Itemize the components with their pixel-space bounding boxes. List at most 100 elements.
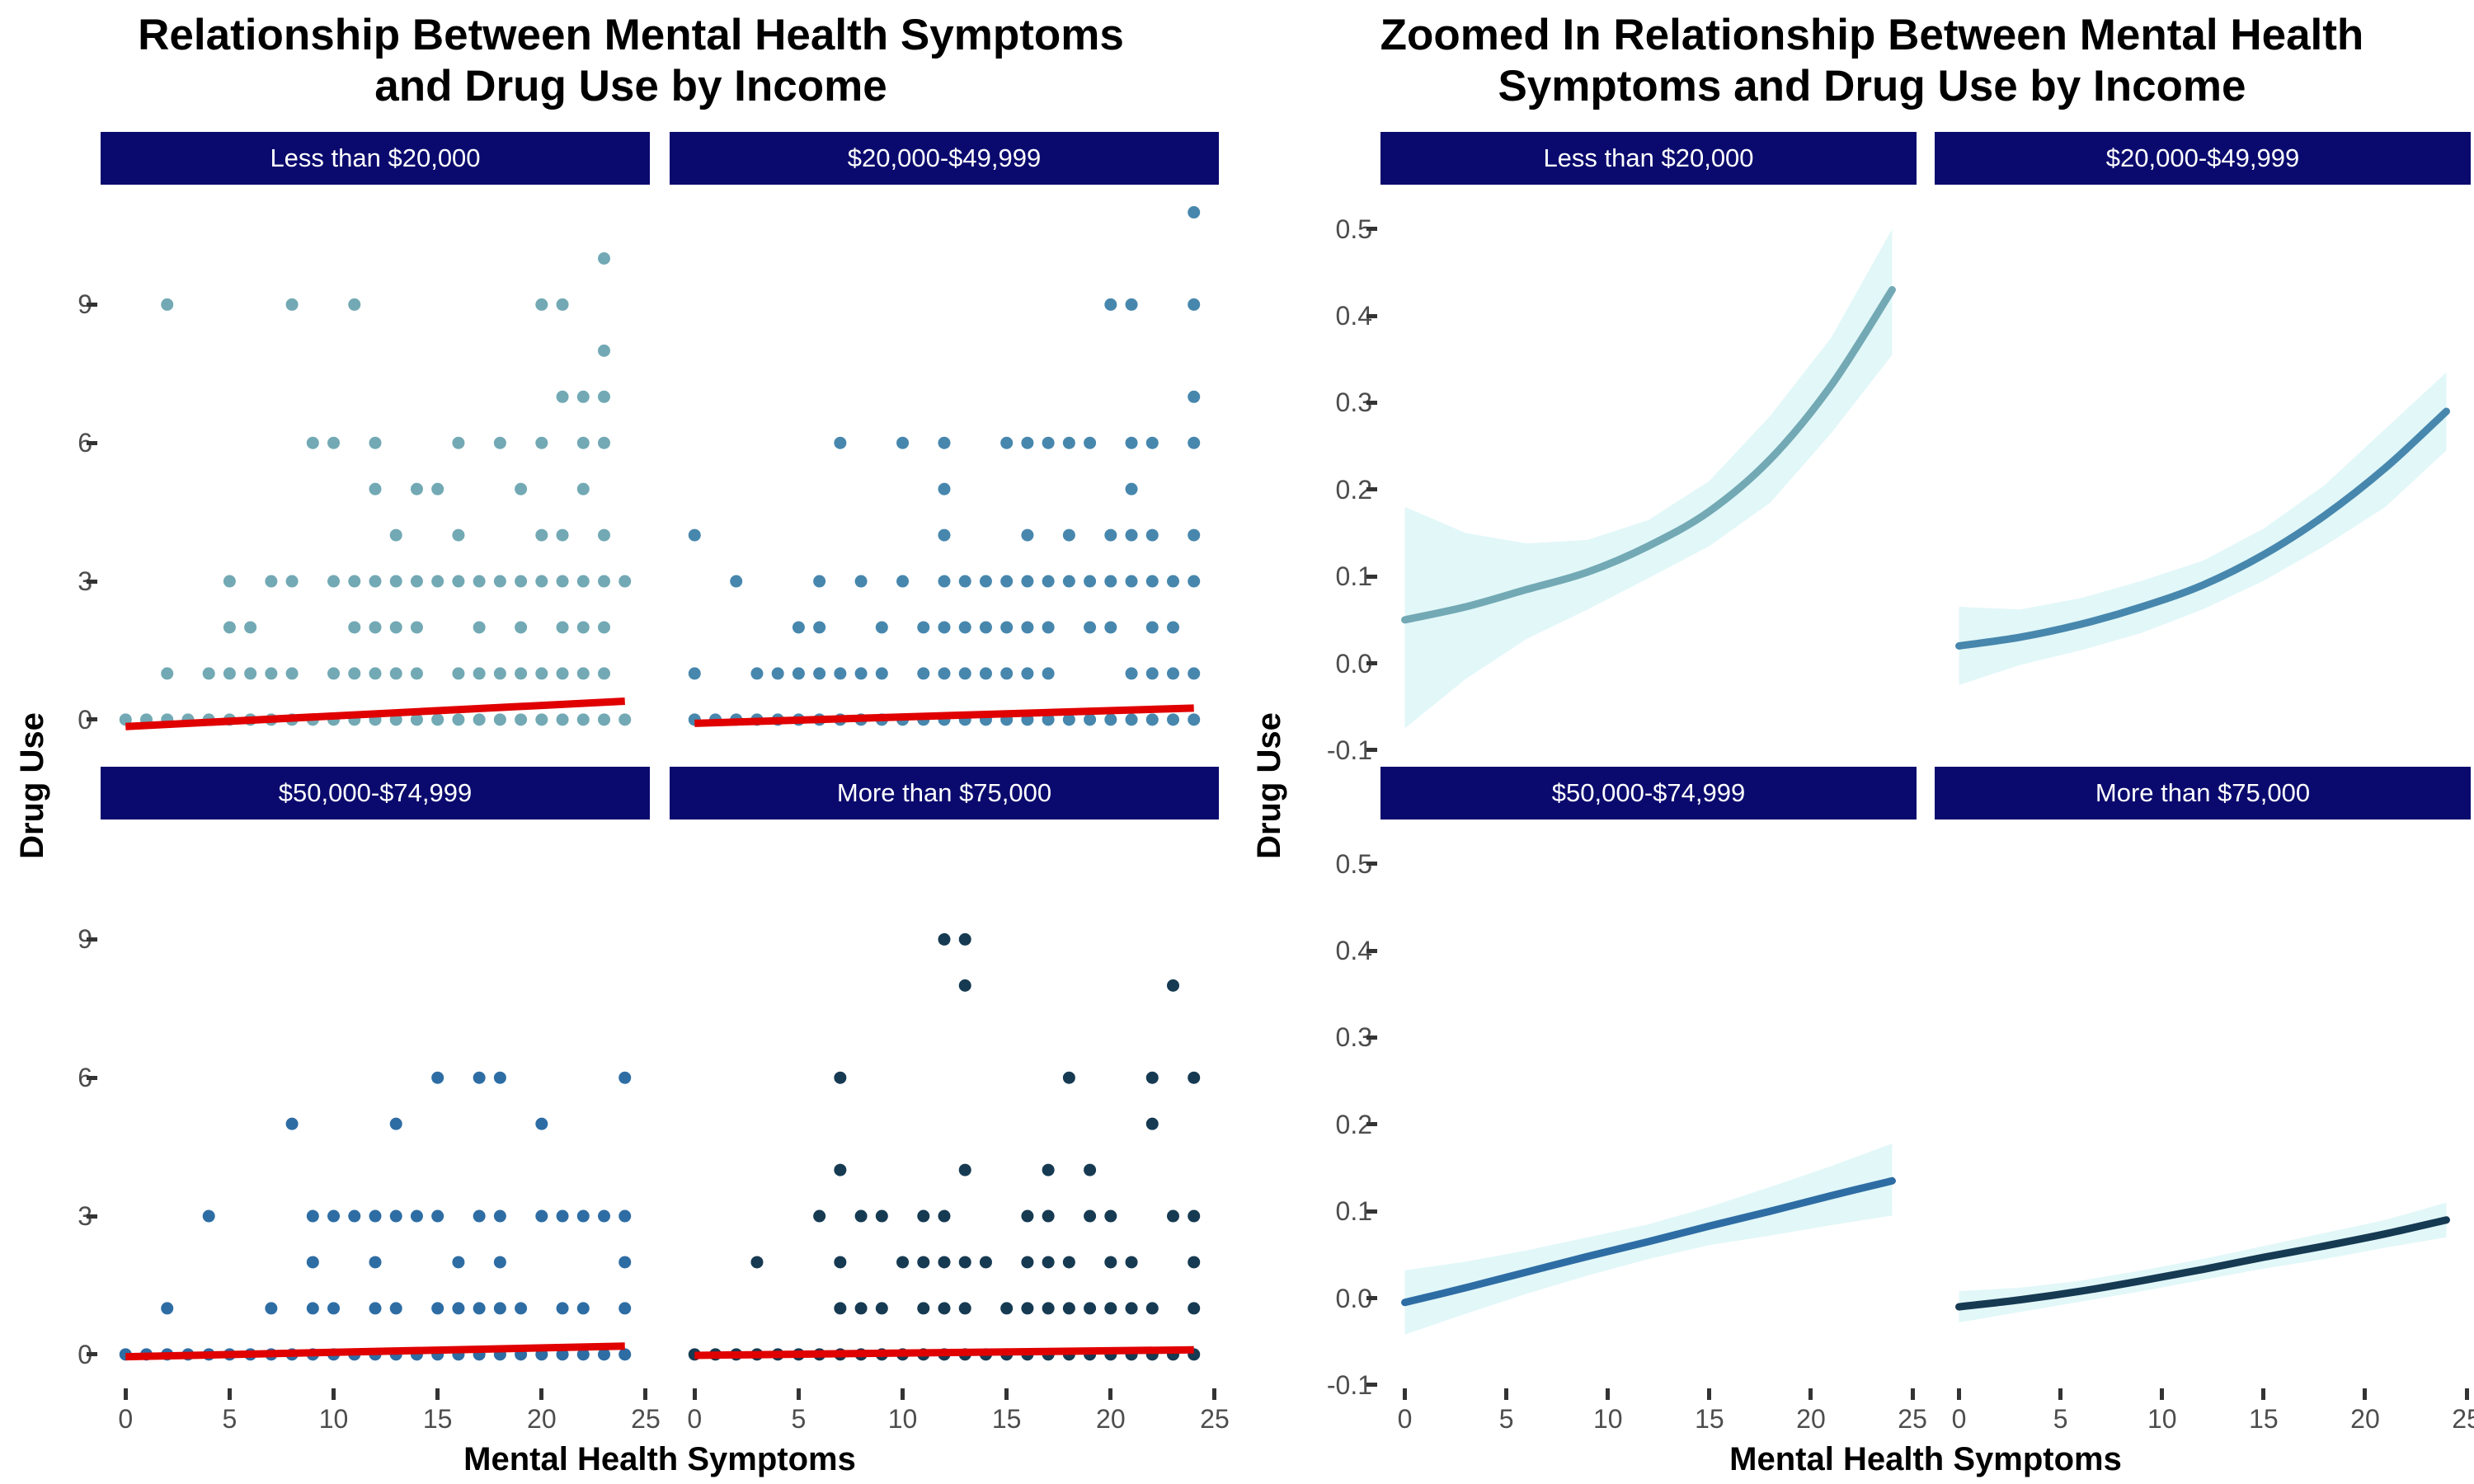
y-tick-mark — [1366, 661, 1377, 666]
y-tick-label: 6 — [78, 428, 92, 458]
y-tick-mark — [87, 1352, 97, 1357]
x-tick-label: 20 — [1796, 1404, 1826, 1434]
facet-strip: $20,000-$49,999 — [1935, 132, 2471, 185]
y-tick-label: 0 — [78, 1339, 92, 1369]
left-chart-title-line1: Relationship Between Mental Health Sympt… — [138, 11, 1124, 59]
y-tick-label: 9 — [78, 924, 92, 955]
y-tick-label: 0.0 — [1335, 1283, 1372, 1313]
y-tick-label: 0.3 — [1335, 387, 1372, 418]
y-tick-mark — [87, 302, 97, 307]
x-tick-label: 25 — [2452, 1404, 2474, 1434]
y-tick-label: 0.5 — [1335, 848, 1372, 879]
x-tick-mark — [2058, 1388, 2063, 1400]
facet-panel-1-1 — [1955, 372, 2450, 685]
facet-strip: $50,000-$74,999 — [1380, 767, 1917, 819]
facet-panel-1-0 — [1401, 228, 1896, 729]
smooth-curve — [1401, 285, 1896, 624]
y-tick-label: 9 — [78, 289, 92, 320]
x-tick-label: 5 — [1498, 1404, 1514, 1434]
x-tick-label: 20 — [1096, 1404, 1126, 1434]
facet-panel-1-3 — [1955, 1202, 2450, 1323]
y-tick-mark — [1366, 313, 1377, 318]
y-tick-mark — [1366, 948, 1377, 953]
x-tick-mark — [2464, 1388, 2469, 1400]
right-chart-title: Zoomed In Relationship Between Mental He… — [1270, 10, 2474, 112]
left-y-axis-title: Drug Use — [14, 712, 50, 859]
facet-strip: Less than $20,000 — [101, 132, 650, 185]
x-tick-mark — [539, 1388, 544, 1400]
x-tick-label: 5 — [791, 1404, 807, 1434]
x-tick-mark — [1403, 1388, 1408, 1400]
x-tick-label: 15 — [1695, 1404, 1724, 1434]
smooth-curve — [1955, 407, 2450, 650]
y-tick-label: 3 — [78, 1201, 92, 1232]
facet-strip: $50,000-$74,999 — [101, 767, 650, 819]
x-tick-mark — [2261, 1388, 2266, 1400]
facet-panel-0-2 — [119, 1071, 632, 1361]
x-tick-mark — [1910, 1388, 1915, 1400]
x-tick-mark — [796, 1388, 801, 1400]
facet-strip-label: $20,000-$49,999 — [847, 143, 1042, 172]
x-tick-mark — [2160, 1388, 2165, 1400]
x-tick-label: 15 — [2249, 1404, 2279, 1434]
right-x-axis-title: Mental Health Symptoms — [1729, 1441, 2122, 1477]
x-tick-mark — [2363, 1388, 2368, 1400]
x-tick-mark — [227, 1388, 232, 1400]
right-chart-title-line1: Zoomed In Relationship Between Mental He… — [1380, 11, 2364, 59]
y-tick-label: 0 — [78, 704, 92, 735]
x-tick-mark — [332, 1388, 336, 1400]
y-tick-mark — [1366, 1383, 1377, 1388]
y-tick-mark — [87, 1075, 97, 1080]
x-tick-mark — [123, 1388, 128, 1400]
y-tick-label: 6 — [78, 1063, 92, 1093]
y-tick-mark — [1366, 1296, 1377, 1301]
y-tick-label: 0.4 — [1335, 936, 1372, 966]
x-tick-mark — [435, 1388, 440, 1400]
x-tick-label: 0 — [1951, 1404, 1967, 1434]
scatter-points — [119, 251, 632, 726]
facet-strip: Less than $20,000 — [1380, 132, 1917, 185]
y-tick-mark — [87, 1214, 97, 1219]
x-tick-mark — [1957, 1388, 1962, 1400]
regression-line — [694, 1345, 1194, 1360]
smooth-curve — [1401, 1176, 1896, 1307]
x-tick-mark — [1606, 1388, 1611, 1400]
y-tick-mark — [1366, 400, 1377, 405]
x-tick-mark — [1212, 1388, 1217, 1400]
y-tick-label: 0.4 — [1335, 301, 1372, 331]
y-tick-mark — [1366, 1122, 1377, 1127]
left-chart-title-line2: and Drug Use by Income — [374, 62, 887, 110]
facet-strip-label: More than $75,000 — [2095, 778, 2311, 807]
scatter-points — [688, 932, 1201, 1361]
y-tick-mark — [1366, 574, 1377, 579]
x-tick-mark — [1004, 1388, 1009, 1400]
x-tick-label: 0 — [118, 1404, 134, 1434]
y-tick-label: 0.2 — [1335, 474, 1372, 505]
x-tick-label: 20 — [2350, 1404, 2380, 1434]
x-tick-label: 10 — [2147, 1404, 2177, 1434]
facet-strip-label: Less than $20,000 — [270, 143, 481, 172]
y-tick-mark — [1366, 1209, 1377, 1214]
x-tick-label: 25 — [631, 1404, 661, 1434]
facet-strip-label: $50,000-$74,999 — [1551, 778, 1746, 807]
confidence-ribbon — [1959, 372, 2447, 685]
smooth-curve — [1955, 1216, 2450, 1311]
y-tick-label: -0.1 — [1326, 735, 1372, 765]
y-tick-mark — [1366, 862, 1377, 866]
facet-strip: $20,000-$49,999 — [670, 132, 1219, 185]
facet-panel-0-3 — [688, 932, 1201, 1361]
facet-panel-1-2 — [1401, 1143, 1896, 1335]
scatter-points — [119, 1071, 632, 1361]
y-tick-mark — [1366, 487, 1377, 492]
y-tick-mark — [87, 937, 97, 942]
regression-line — [694, 704, 1194, 727]
y-tick-mark — [1366, 1035, 1377, 1040]
y-tick-label: 0.1 — [1335, 1196, 1372, 1227]
facet-strip-label: $20,000-$49,999 — [2105, 143, 2300, 172]
x-tick-label: 0 — [687, 1404, 703, 1434]
x-tick-label: 5 — [2053, 1404, 2068, 1434]
x-tick-mark — [1707, 1388, 1712, 1400]
right-chart-title-line2: Symptoms and Drug Use by Income — [1498, 62, 2246, 110]
facet-strip: More than $75,000 — [1935, 767, 2471, 819]
